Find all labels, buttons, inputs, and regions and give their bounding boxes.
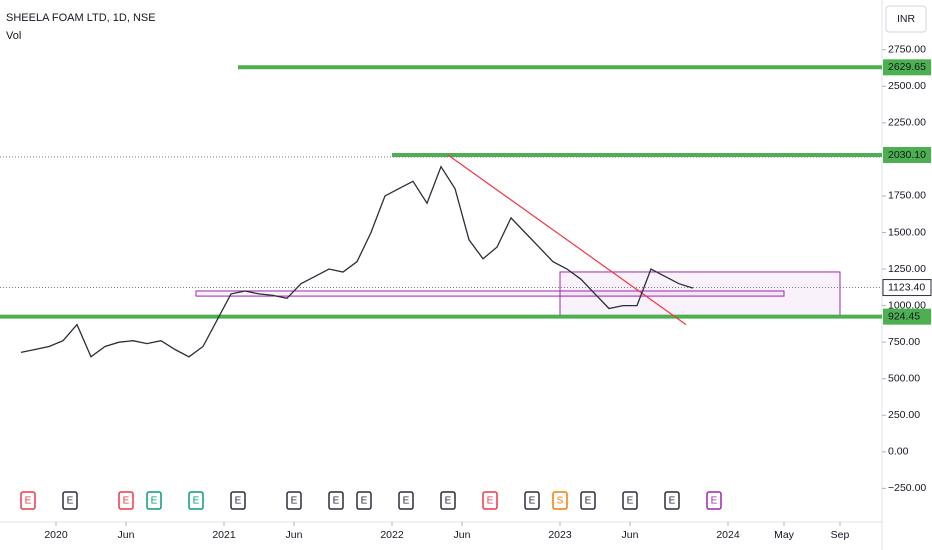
x-tick-label: 2022 (380, 529, 404, 541)
event-badge (188, 491, 204, 510)
trendline (447, 154, 687, 326)
currency-box[interactable] (885, 5, 927, 33)
event-badge (62, 491, 78, 510)
y-tick-label: 500.00 (888, 372, 920, 384)
event-label: E (711, 496, 718, 507)
y-tick-label: −250.00 (888, 482, 926, 494)
price-line (20, 165, 694, 358)
x-tick-label: Jun (622, 529, 639, 541)
currency: INR (897, 13, 916, 25)
event-badge (398, 491, 414, 510)
level-label: 2629.65 (888, 61, 926, 73)
level-label: 924.45 (888, 310, 920, 322)
x-tick-label: 2021 (212, 529, 236, 541)
event-badge (356, 491, 372, 510)
event-label: E (151, 496, 158, 507)
chart-title: SHEELA FOAM LTD, 1D, NSE (6, 12, 156, 24)
x-tick-label: 2023 (548, 529, 572, 541)
range-box (559, 271, 841, 318)
event-badge (622, 491, 638, 510)
y-tick-label: 2500.00 (888, 80, 926, 92)
y-tick-label: 1500.00 (888, 226, 926, 238)
event-label: E (403, 496, 410, 507)
event-label: E (361, 496, 368, 507)
y-tick-label: 0.00 (888, 446, 909, 458)
level-label-box (883, 308, 931, 325)
event-label: E (627, 496, 634, 507)
last-label-box (882, 279, 932, 297)
event-label: E (585, 496, 592, 507)
event-label: S (557, 496, 564, 507)
x-tick-label: Sep (831, 529, 850, 541)
event-label: E (25, 496, 32, 507)
event-badge (230, 491, 246, 510)
level-label-box (883, 146, 931, 163)
event-badge (20, 491, 36, 510)
event-label: E (193, 496, 200, 507)
x-tick-label: 2024 (716, 529, 740, 541)
event-badge (706, 491, 722, 510)
event-label: E (291, 496, 298, 507)
y-tick-label: 250.00 (888, 409, 920, 421)
event-label: E (529, 496, 536, 507)
x-tick-label: Jun (454, 529, 471, 541)
event-label: E (123, 496, 130, 507)
event-badge (580, 491, 596, 510)
level-label: 2030.10 (888, 149, 926, 161)
x-tick-label: Jun (118, 529, 135, 541)
event-label: E (67, 496, 74, 507)
event-badge (328, 491, 344, 510)
event-badge (664, 491, 680, 510)
x-tick-label: 2020 (44, 529, 68, 541)
y-tick-label: 2750.00 (888, 43, 926, 55)
x-tick-label: Jun (286, 529, 303, 541)
event-badge (118, 491, 134, 510)
event-label: E (669, 496, 676, 507)
event-label: E (333, 496, 340, 507)
range-box (195, 290, 785, 297)
y-tick-label: 1250.00 (888, 263, 926, 275)
event-badge (286, 491, 302, 510)
event-badge (146, 491, 162, 510)
subtitle: Vol (6, 30, 21, 42)
y-tick-label: 2250.00 (888, 117, 926, 129)
x-tick-label: May (774, 529, 795, 541)
y-tick-label: 1000.00 (888, 299, 926, 311)
event-badge (482, 491, 498, 510)
event-label: E (235, 496, 242, 507)
last-label: 1123.40 (888, 281, 925, 293)
level-label-box (883, 59, 931, 76)
event-label: E (487, 496, 494, 507)
event-badge (552, 491, 568, 510)
event-badge (524, 491, 540, 510)
y-tick-label: 750.00 (888, 336, 920, 348)
event-badge (440, 491, 456, 510)
y-tick-label: 1750.00 (888, 190, 926, 202)
event-label: E (445, 496, 452, 507)
